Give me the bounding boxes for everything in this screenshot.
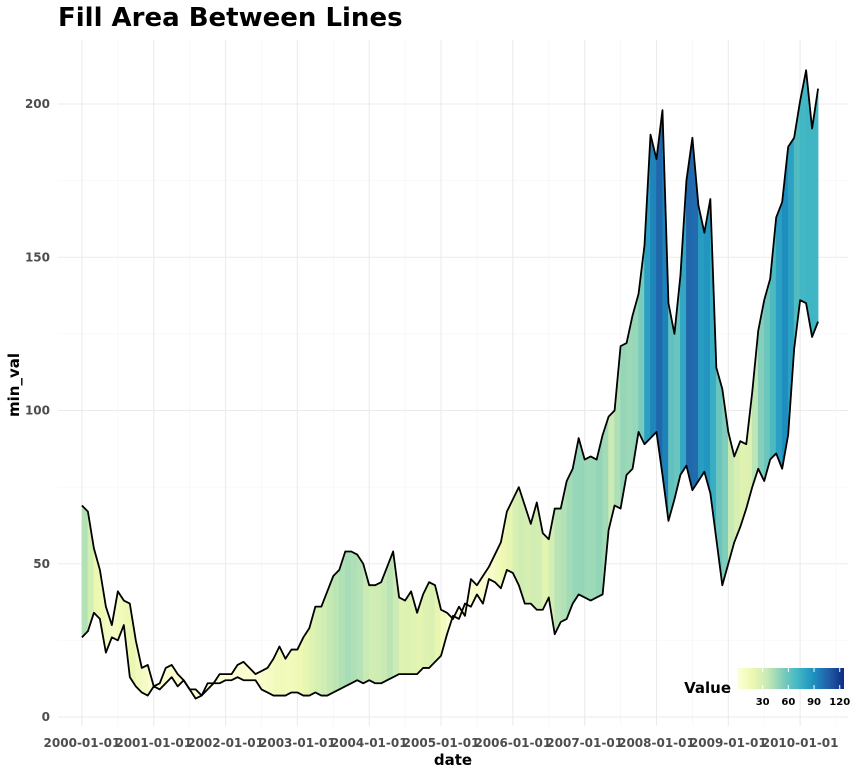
fill-band: [554, 508, 562, 635]
x-tick-label: 2003-01-01: [259, 736, 336, 750]
y-axis-ticks: 0 50 100 150 200: [25, 97, 50, 724]
fill-band: [512, 486, 520, 586]
fill-band: [584, 455, 591, 602]
legend-tick-label: 30: [756, 697, 770, 708]
fill-band: [805, 70, 813, 337]
fill-band: [698, 205, 705, 483]
fill-band: [374, 581, 382, 684]
fill-band: [315, 606, 322, 697]
fill-band: [356, 553, 364, 684]
x-tick-label: 2004-01-01: [331, 736, 408, 750]
y-tick-label: 0: [42, 710, 50, 724]
fill-band: [578, 438, 585, 598]
fill-band: [129, 603, 137, 688]
fill-band: [799, 70, 807, 304]
fill-bands: [81, 70, 819, 700]
legend-ticks: 30 60 90 120: [756, 668, 850, 708]
fill-band: [686, 137, 693, 491]
grid: [58, 40, 848, 726]
fill-band: [141, 664, 149, 697]
fill-band: [327, 575, 334, 697]
y-tick-label: 200: [25, 97, 50, 111]
x-tick-label: 2000-01-01: [44, 736, 121, 750]
x-tick-label: 2008-01-01: [618, 736, 695, 750]
fill-band: [440, 609, 448, 656]
x-tick-label: 2002-01-01: [187, 736, 264, 750]
y-tick-label: 150: [25, 250, 50, 264]
x-tick-label: 2005-01-01: [403, 736, 480, 750]
fill-band: [261, 667, 268, 693]
x-axis-ticks: 2000-01-012001-01-012002-01-012003-01-01…: [44, 736, 839, 750]
fill-band: [338, 551, 346, 690]
legend-colorbar: [737, 668, 844, 689]
fill-band: [566, 468, 573, 620]
fill-band: [704, 198, 711, 494]
legend-title: Value: [684, 679, 731, 697]
fill-band: [662, 110, 669, 521]
lower-line: [81, 299, 819, 700]
fill-band: [398, 596, 406, 675]
fill-band: [428, 581, 436, 669]
fill-band: [668, 303, 675, 521]
x-tick-label: 2006-01-01: [474, 736, 551, 750]
fill-band: [344, 551, 352, 687]
legend-tick-label: 120: [829, 697, 850, 708]
fill-band: [225, 673, 232, 681]
upper-line: [81, 69, 819, 697]
y-tick-label: 100: [25, 404, 50, 418]
fill-band: [590, 455, 597, 602]
fill-band: [350, 550, 358, 684]
fill-band: [775, 201, 783, 469]
fill-band: [422, 582, 430, 669]
fill-band: [656, 110, 663, 475]
x-tick-label: 2010-01-01: [762, 736, 839, 750]
fill-band: [386, 551, 394, 681]
fill-band: [380, 566, 388, 684]
legend: Value 30 60 90 120: [684, 668, 850, 708]
fill-band: [368, 584, 376, 684]
x-tick-label: 2007-01-01: [546, 736, 623, 750]
fill-band: [81, 504, 89, 639]
chart-title: Fill Area Between Lines: [58, 3, 403, 33]
fill-band: [722, 389, 729, 586]
x-axis-title: date: [434, 751, 472, 769]
fill-band: [321, 591, 328, 696]
fill-band: [303, 627, 310, 696]
x-tick-label: 2001-01-01: [115, 736, 192, 750]
legend-tick-label: 60: [781, 697, 795, 708]
fill-band: [291, 649, 298, 693]
x-tick-label: 2009-01-01: [690, 736, 767, 750]
fill-band: [333, 569, 340, 693]
series-lines: [81, 69, 819, 700]
fill-band: [763, 278, 771, 482]
fill-band: [404, 590, 412, 675]
y-tick-label: 50: [33, 557, 50, 571]
y-axis-title: min_val: [5, 353, 23, 417]
fill-band: [710, 199, 717, 540]
fill-band: [650, 134, 657, 439]
legend-tick-label: 90: [807, 697, 821, 708]
